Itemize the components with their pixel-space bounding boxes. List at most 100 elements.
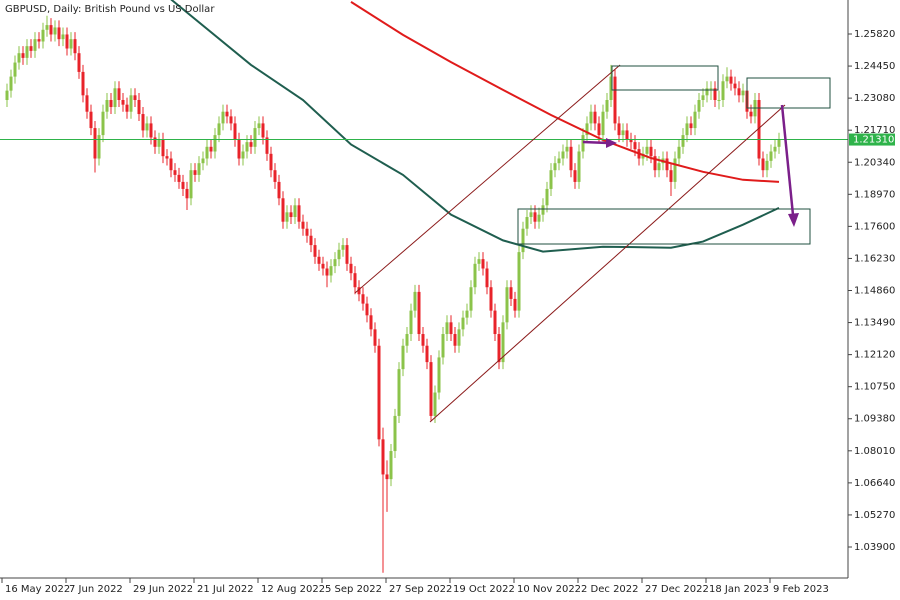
- candle-body: [465, 310, 469, 318]
- candle-body: [341, 245, 345, 250]
- candle-body: [521, 228, 525, 253]
- zone-box: [746, 77, 831, 109]
- candle-body: [633, 142, 637, 150]
- candle-body: [709, 88, 713, 90]
- candle-body: [681, 135, 685, 147]
- candle-body: [741, 90, 745, 96]
- candle-body: [221, 111, 225, 124]
- candle-body: [489, 287, 493, 311]
- candle-body: [161, 139, 165, 157]
- candle-body: [125, 104, 129, 112]
- candle-body: [53, 27, 57, 35]
- candle-body: [641, 153, 645, 159]
- y-tick-label: 1.21710: [854, 125, 895, 136]
- candle-body: [553, 163, 557, 171]
- candle-body: [317, 256, 321, 264]
- candle-body: [333, 259, 337, 267]
- candle-body: [401, 345, 405, 370]
- candle-body: [445, 322, 449, 335]
- candle-body: [301, 221, 305, 229]
- candle-body: [37, 39, 41, 42]
- candle-body: [65, 34, 69, 49]
- candle-body: [169, 158, 173, 171]
- candle-body: [325, 268, 329, 276]
- x-tick-label: 27 Sep 2022: [389, 584, 452, 595]
- candle-body: [769, 151, 773, 161]
- candle-body: [293, 205, 297, 218]
- candle-body: [757, 99, 761, 159]
- candle-body: [605, 99, 609, 112]
- candle-body: [433, 392, 437, 416]
- candle-body: [273, 170, 277, 182]
- candle-body: [101, 111, 105, 136]
- candle-body: [89, 111, 93, 129]
- candle-body: [665, 158, 669, 171]
- candle-body: [281, 198, 285, 222]
- candle-body: [197, 163, 201, 175]
- candle-body: [649, 146, 653, 157]
- candle-body: [601, 111, 605, 136]
- y-tick-label: 1.17600: [854, 221, 895, 232]
- candle-body: [765, 160, 769, 171]
- candle-body: [585, 123, 589, 136]
- candle-body: [749, 111, 753, 117]
- candle-body: [561, 151, 565, 159]
- candle-body: [525, 217, 529, 229]
- y-tick-label: 1.10750: [854, 382, 895, 393]
- candle-body: [645, 146, 649, 154]
- arrow: [780, 104, 795, 216]
- candle-body: [289, 212, 293, 218]
- y-tick-label: 1.14860: [854, 285, 895, 296]
- arrow: [582, 140, 609, 145]
- candle-body: [149, 123, 153, 138]
- candle-body: [21, 53, 25, 58]
- candle-body: [497, 334, 501, 363]
- candle-body: [185, 188, 189, 199]
- candle-body: [261, 123, 265, 138]
- candle-body: [201, 158, 205, 164]
- candle-body: [257, 123, 261, 129]
- candle-body: [501, 322, 505, 363]
- candle-body: [181, 181, 185, 189]
- candle-body: [277, 181, 281, 199]
- candle-body: [545, 188, 549, 206]
- candle-body: [773, 146, 777, 152]
- y-tick-label: 1.09380: [854, 414, 895, 425]
- y-tick-label: 1.23080: [854, 93, 895, 104]
- y-tick-label: 1.25820: [854, 29, 895, 40]
- candle-body: [49, 25, 53, 35]
- x-tick-label: 16 May 2022: [5, 584, 70, 595]
- candle-body: [417, 291, 421, 335]
- candle-body: [189, 170, 193, 199]
- candle-body: [737, 88, 741, 96]
- candle-body: [457, 329, 461, 346]
- y-tick-label: 1.12120: [854, 350, 895, 361]
- candle-body: [157, 139, 161, 147]
- candle-body: [229, 116, 233, 124]
- candle-body: [413, 291, 417, 311]
- candle-body: [469, 287, 473, 311]
- candle-body: [29, 46, 33, 51]
- candle-body: [73, 39, 77, 54]
- annotations: [354, 64, 831, 423]
- candle-body: [297, 205, 301, 222]
- candle-body: [77, 53, 81, 72]
- candle-body: [373, 329, 377, 346]
- candle-body: [93, 128, 97, 159]
- candle-body: [209, 146, 213, 152]
- candle-body: [233, 123, 237, 140]
- candle-body: [421, 334, 425, 346]
- candle-body: [237, 139, 241, 159]
- candle-body: [621, 130, 625, 136]
- candle-body: [557, 158, 561, 164]
- candle-body: [441, 334, 445, 358]
- candle-body: [397, 369, 401, 416]
- candle-body: [517, 252, 521, 311]
- x-tick-label: 29 Jun 2022: [133, 584, 193, 595]
- zone-box: [611, 65, 719, 91]
- candle-body: [449, 322, 453, 335]
- candle-body: [113, 88, 117, 108]
- candle-body: [153, 137, 157, 147]
